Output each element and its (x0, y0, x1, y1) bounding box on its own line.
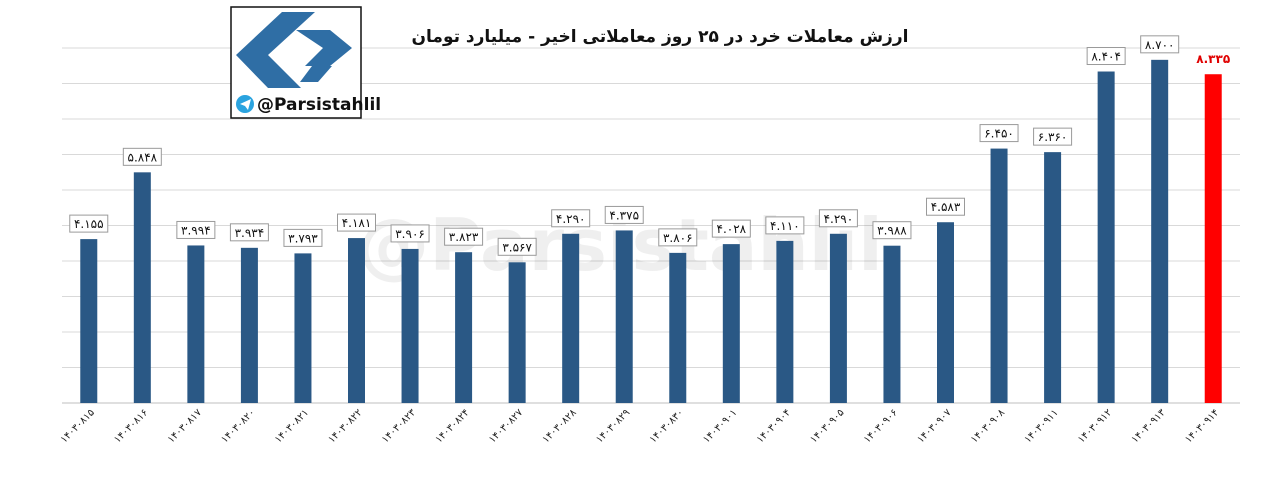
data-label: ۳.۵۶۷ (502, 240, 532, 254)
data-label: ۶.۴۵۰ (984, 127, 1014, 141)
data-label-box (69, 214, 109, 233)
bar (187, 245, 205, 403)
bar (1204, 74, 1222, 403)
data-label: ۳.۹۹۴ (181, 223, 211, 237)
data-label-box (1140, 35, 1180, 54)
data-label-box (1033, 127, 1073, 146)
data-label-box (229, 223, 269, 242)
bar (294, 253, 312, 403)
data-label: ۴.۱۸۱ (342, 216, 372, 230)
data-label-box (337, 213, 376, 232)
bar (562, 233, 580, 403)
logo-emblem (236, 12, 352, 88)
data-label: ۴.۲۹۰ (824, 212, 854, 226)
chart-title: ارزش معاملات خرد در ۲۵ روز معاملاتی اخیر… (412, 27, 909, 47)
data-label-box (926, 197, 965, 216)
data-label-box (283, 228, 323, 247)
data-label-box (390, 224, 430, 243)
bar (990, 148, 1008, 403)
data-label: ۳.۹۳۴ (235, 226, 265, 240)
bar (508, 262, 526, 403)
logo: @Parsistahlil (230, 6, 381, 119)
data-labels: ۴.۱۵۵ ۵.۸۴۸ ۳.۹۹۴ ۳.۹۳۴ ۳.۷۹۳ ۴.۱۸۱ ۳.۹۰۶ ۳.۸۲۳… (69, 35, 1233, 256)
bar (883, 245, 901, 403)
bar (240, 247, 258, 403)
data-label-box (122, 147, 162, 166)
data-label-box (872, 221, 912, 240)
data-label: ۳.۷۹۳ (288, 231, 318, 245)
logo-handle: @Parsistahlil (257, 95, 381, 115)
bar (1097, 71, 1115, 404)
gridlines (62, 47, 1240, 404)
bar (615, 230, 633, 403)
bar (776, 240, 794, 403)
bar (669, 252, 687, 403)
data-label: ۳.۹۰۶ (395, 227, 425, 241)
data-label-box (979, 124, 1019, 143)
data-label-box (551, 209, 591, 228)
data-label: ۸.۷۰۰ (1145, 38, 1175, 52)
data-label-box (604, 205, 644, 224)
data-label: ۴.۲۹۰ (556, 212, 586, 226)
bar (1151, 59, 1169, 403)
bar (133, 172, 151, 403)
bar (80, 239, 98, 403)
bars (80, 59, 1222, 404)
data-label-box (765, 216, 805, 235)
bar (1044, 152, 1062, 403)
data-label: ۴.۳۷۵ (609, 208, 639, 222)
bar (348, 238, 365, 403)
data-label: ۴.۱۱۰ (770, 219, 800, 233)
data-label: ۳.۹۸۸ (877, 224, 907, 238)
telegram-icon (236, 95, 254, 113)
data-label-box (176, 220, 216, 239)
bar (937, 222, 954, 403)
data-label-box (818, 209, 858, 228)
data-label-box (1086, 47, 1126, 66)
data-label-box (497, 237, 537, 256)
data-label: ۸.۴۰۴ (1091, 50, 1121, 64)
bar (401, 248, 419, 403)
bar (829, 233, 847, 403)
data-label: ۵.۸۴۸ (128, 150, 158, 164)
bar (722, 244, 740, 403)
data-label-box (1193, 49, 1233, 68)
data-label-box (711, 219, 751, 238)
data-label-box (444, 227, 484, 246)
data-label: ۶.۳۶۰ (1038, 130, 1068, 144)
data-label: ۴.۰۲۸ (717, 222, 747, 236)
data-label: ۸.۳۳۵ (1196, 52, 1230, 66)
data-label: ۳.۸۲۳ (449, 230, 479, 244)
data-label: ۳.۸۰۶ (663, 231, 693, 245)
data-label: ۴.۱۵۵ (74, 217, 104, 231)
data-label-box (658, 228, 698, 247)
bar (455, 252, 473, 403)
data-label: ۴.۵۸۳ (931, 200, 961, 214)
